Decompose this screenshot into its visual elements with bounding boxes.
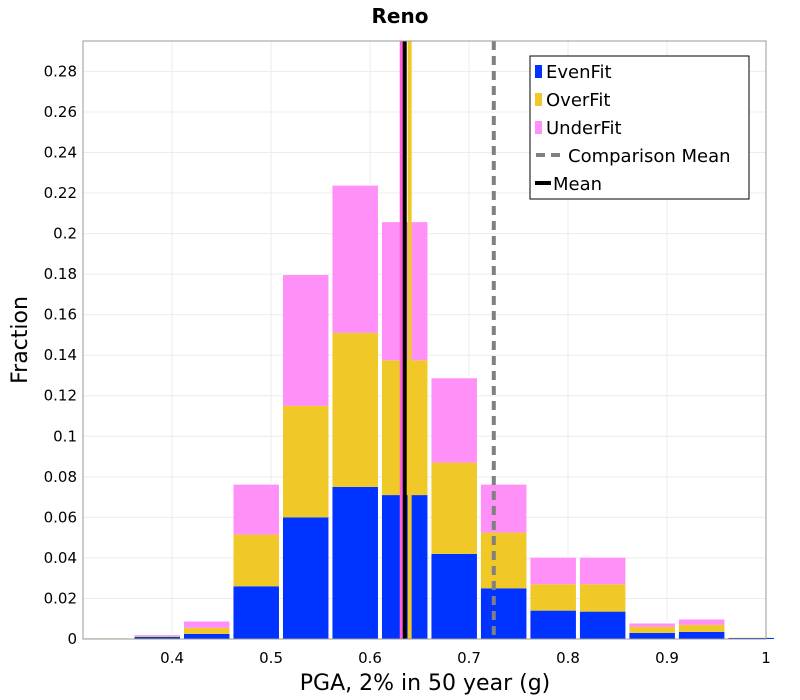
bar-stack <box>183 620 230 639</box>
y-tick-label: 0.24 <box>44 143 77 161</box>
legend-swatch-evenfit <box>535 65 542 78</box>
y-tick-label: 0.14 <box>44 346 77 364</box>
bar-underfit <box>629 622 675 627</box>
bar-evenfit <box>579 611 626 639</box>
bar-stack <box>233 483 279 639</box>
y-tick-label: 0.28 <box>44 62 77 80</box>
bar-overfit <box>530 584 576 611</box>
x-axis-ticks: 0.4 0.5 0.6 0.7 0.8 0.9 1 <box>160 649 771 667</box>
bar-underfit <box>183 620 230 628</box>
y-tick-label: 0.04 <box>44 549 77 567</box>
x-tick-label: 0.9 <box>655 649 679 667</box>
y-tick-label: 0.18 <box>44 265 77 283</box>
bar-evenfit <box>728 637 774 639</box>
x-axis-title: PGA, 2% in 50 year (g) <box>300 671 551 696</box>
bar-overfit <box>431 462 477 554</box>
bar-stack <box>282 273 329 639</box>
legend-box <box>529 55 750 200</box>
y-tick-label: 0.06 <box>44 508 77 526</box>
bar-underfit <box>332 184 378 333</box>
y-tick-label: 0.1 <box>53 427 77 445</box>
x-tick-label: 0.5 <box>259 649 283 667</box>
bar-evenfit <box>480 588 527 639</box>
bar-underfit <box>233 483 279 535</box>
bar-overfit <box>332 332 378 487</box>
y-tick-label: 0 <box>67 630 77 648</box>
bars <box>85 184 774 639</box>
bar-evenfit <box>332 486 378 639</box>
bar-evenfit <box>183 633 230 639</box>
y-axis-ticks: 0 0.02 0.04 0.06 0.08 0.1 0.12 0.14 0.16 0.18 0.2 0… <box>44 62 77 648</box>
bar-stack <box>530 556 576 639</box>
bar-stack <box>480 483 527 639</box>
bar-overfit <box>183 627 230 634</box>
x-tick-label: 0.4 <box>160 649 184 667</box>
chart-title: Reno <box>372 4 429 28</box>
bar-overfit <box>629 626 675 633</box>
y-tick-label: 0.26 <box>44 103 77 121</box>
bar-overfit <box>282 405 329 518</box>
legend-label-underfit: UnderFit <box>546 118 622 139</box>
bar-stack <box>579 556 626 639</box>
bar-stack <box>381 220 428 639</box>
bar-underfit <box>431 377 477 463</box>
legend-label-overfit: OverFit <box>546 90 610 111</box>
y-tick-label: 0.08 <box>44 468 77 486</box>
bar-underfit <box>480 483 527 533</box>
x-tick-label: 0.8 <box>556 649 580 667</box>
x-tick-label: 0.6 <box>358 649 382 667</box>
legend-swatch-underfit <box>535 121 542 134</box>
bar-overfit <box>579 584 626 612</box>
bar-evenfit <box>678 631 725 639</box>
y-tick-label: 0.16 <box>44 306 77 324</box>
bar-evenfit <box>431 553 477 639</box>
x-tick-label: 1 <box>761 649 771 667</box>
bar-underfit <box>530 556 576 585</box>
y-tick-label: 0.12 <box>44 387 77 405</box>
legend-label-mean: Mean <box>553 174 602 195</box>
bar-overfit <box>233 534 279 587</box>
reference-lines <box>399 41 496 639</box>
x-tick-label: 0.7 <box>457 649 481 667</box>
bar-underfit <box>282 274 329 406</box>
bar-underfit <box>678 618 725 625</box>
bar-evenfit <box>134 636 180 639</box>
bar-underfit <box>134 634 180 636</box>
bar-stack <box>134 633 180 639</box>
legend: EvenFit OverFit UnderFit Comparison Mean… <box>529 55 750 200</box>
bar-stack <box>332 184 378 639</box>
y-tick-label: 0.2 <box>53 225 77 243</box>
bar-overfit <box>134 635 180 637</box>
legend-label-evenfit: EvenFit <box>546 62 612 83</box>
bar-overfit <box>678 624 725 632</box>
bar-stack <box>629 622 675 639</box>
bar-evenfit <box>629 632 675 639</box>
bar-evenfit <box>530 610 576 639</box>
bar-evenfit <box>282 517 329 639</box>
bar-overfit <box>480 532 527 589</box>
bar-stack <box>431 376 477 639</box>
y-axis-title: Fraction <box>8 296 33 384</box>
legend-swatch-overfit <box>535 93 542 106</box>
y-tick-label: 0.02 <box>44 589 77 607</box>
y-tick-label: 0.22 <box>44 184 77 202</box>
bar-evenfit <box>233 586 279 639</box>
bar-stack <box>678 617 725 639</box>
plot-frame <box>82 40 767 640</box>
bar-underfit <box>579 556 626 585</box>
legend-label-comparison-mean: Comparison Mean <box>568 146 731 167</box>
